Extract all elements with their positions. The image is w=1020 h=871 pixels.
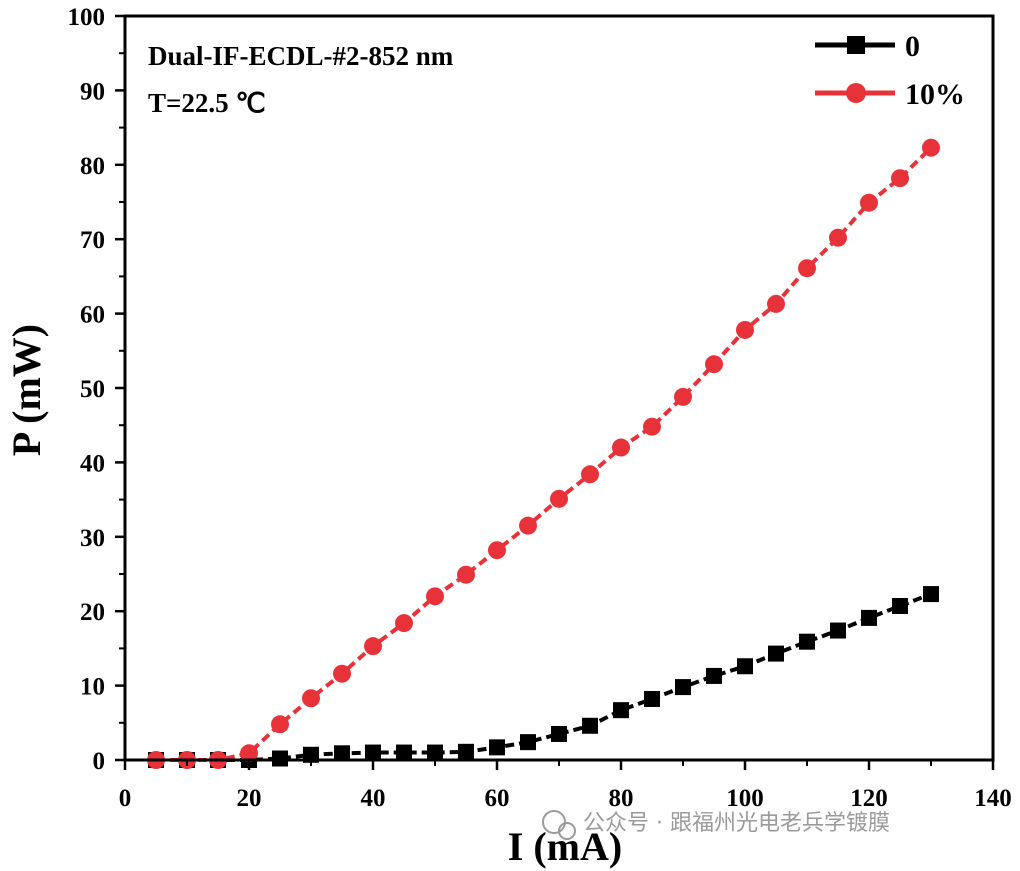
data-point	[488, 541, 506, 560]
legend-item: 0	[815, 30, 920, 63]
data-point	[674, 387, 692, 406]
data-point	[706, 667, 722, 684]
data-point	[520, 734, 536, 751]
data-point	[675, 679, 691, 696]
data-point	[830, 622, 846, 639]
x-tick-label: 20	[237, 785, 262, 812]
data-point	[767, 294, 785, 313]
data-point	[427, 744, 443, 761]
data-point	[892, 597, 908, 614]
data-point	[271, 715, 289, 734]
annotation-title: Dual-IF-ECDL-#2-852 nm	[148, 41, 454, 71]
data-point	[395, 614, 413, 633]
data-point	[550, 489, 568, 508]
y-tick-label: 80	[80, 153, 105, 180]
legend-label: 0	[905, 30, 920, 63]
x-tick-label: 80	[609, 785, 634, 812]
data-point	[364, 637, 382, 656]
x-tick-label: 0	[119, 785, 132, 812]
data-point	[861, 609, 877, 626]
y-tick-label: 20	[80, 599, 105, 626]
series-line	[156, 592, 932, 762]
y-axis-title: P (mW)	[4, 324, 49, 456]
data-point	[612, 438, 630, 457]
legend-marker	[846, 83, 866, 103]
y-tick-label: 40	[80, 450, 105, 477]
data-point	[458, 743, 474, 760]
watermark-text: 公众号 · 跟福州光电老兵学镀膜	[583, 811, 890, 836]
series-line	[156, 146, 933, 762]
data-point	[334, 745, 350, 762]
y-tick-label: 70	[80, 227, 105, 254]
data-point	[737, 658, 753, 675]
data-point	[613, 702, 629, 719]
watermark: 公众号 · 跟福州光电老兵学镀膜	[542, 810, 890, 840]
data-point	[551, 725, 567, 742]
data-point	[768, 645, 784, 662]
data-point	[365, 744, 381, 761]
y-tick-label: 100	[68, 4, 106, 31]
legend: 010%	[815, 30, 965, 111]
data-point	[705, 355, 723, 374]
data-point	[396, 744, 412, 761]
data-point	[829, 228, 847, 247]
y-tick-label: 60	[80, 302, 105, 329]
data-point	[923, 586, 939, 603]
legend-marker	[847, 36, 865, 54]
x-tick-label: 60	[485, 785, 510, 812]
axes: 0 20 40 60 80 100 120 140 0 10 20 30 40 50 60 70 80 90 100	[68, 4, 1012, 812]
x-axis-title: I (mA)	[508, 824, 622, 869]
wechat-icon	[542, 810, 576, 840]
data-point	[333, 664, 351, 683]
data-point	[426, 587, 444, 606]
legend-item: 10%	[815, 78, 965, 111]
data-point	[644, 690, 660, 707]
data-point	[799, 633, 815, 650]
data-point	[643, 417, 661, 436]
y-tick-label: 90	[80, 78, 105, 105]
data-point	[891, 169, 909, 188]
data-point	[922, 138, 940, 157]
series-0	[148, 586, 939, 768]
x-tick-label: 40	[361, 785, 386, 812]
y-tick-label: 50	[80, 376, 105, 403]
data-point	[519, 516, 537, 535]
data-point	[736, 320, 754, 339]
legend-label: 10%	[905, 78, 965, 111]
x-tick-label: 120	[850, 785, 888, 812]
data-point	[240, 744, 258, 763]
y-tick-label: 10	[80, 674, 105, 701]
annotation-temperature: T=22.5 ℃	[148, 88, 266, 118]
series-layer	[147, 138, 940, 769]
plot-frame	[123, 14, 995, 762]
data-point	[581, 465, 599, 484]
data-point	[489, 739, 505, 756]
data-point	[302, 689, 320, 708]
series-1	[147, 138, 940, 769]
x-tick-label: 100	[726, 785, 764, 812]
y-tick-label: 30	[80, 525, 105, 552]
data-point	[798, 259, 816, 278]
y-tick-label: 0	[93, 748, 106, 775]
data-point	[582, 717, 598, 734]
data-point	[860, 193, 878, 212]
x-tick-label: 140	[974, 785, 1012, 812]
data-point	[457, 565, 475, 584]
